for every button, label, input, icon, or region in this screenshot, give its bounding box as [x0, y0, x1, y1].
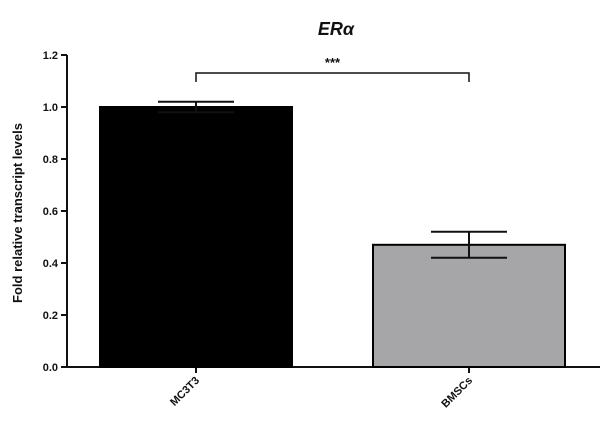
y-tick-label: 0.0	[43, 362, 58, 374]
y-tick-label: 1.0	[43, 102, 58, 114]
bar-mc3t3	[99, 106, 293, 368]
y-axis: 0.0 0.2 0.4 0.6 0.8 1.0 1.2	[43, 50, 68, 374]
y-axis-label: Fold relative transcript levels	[10, 123, 25, 303]
significance-annotation: ***	[195, 55, 470, 82]
y-tick-label: 1.2	[43, 50, 58, 62]
significance-bracket	[195, 72, 470, 82]
y-tick-label: 0.6	[43, 206, 58, 218]
x-axis: MC3T3 BMSCs	[67, 366, 600, 411]
chart-title: ERα	[318, 19, 355, 39]
error-bars	[158, 100, 507, 259]
bars	[99, 106, 566, 368]
y-tick-label: 0.8	[43, 154, 58, 166]
y-tick-label: 0.4	[43, 258, 59, 270]
x-tick-label: MC3T3	[168, 375, 202, 409]
significance-label: ***	[325, 55, 341, 70]
y-tick-label: 0.2	[43, 310, 58, 322]
bar-bmscs	[372, 243, 566, 368]
x-tick-label: BMSCs	[439, 375, 475, 411]
